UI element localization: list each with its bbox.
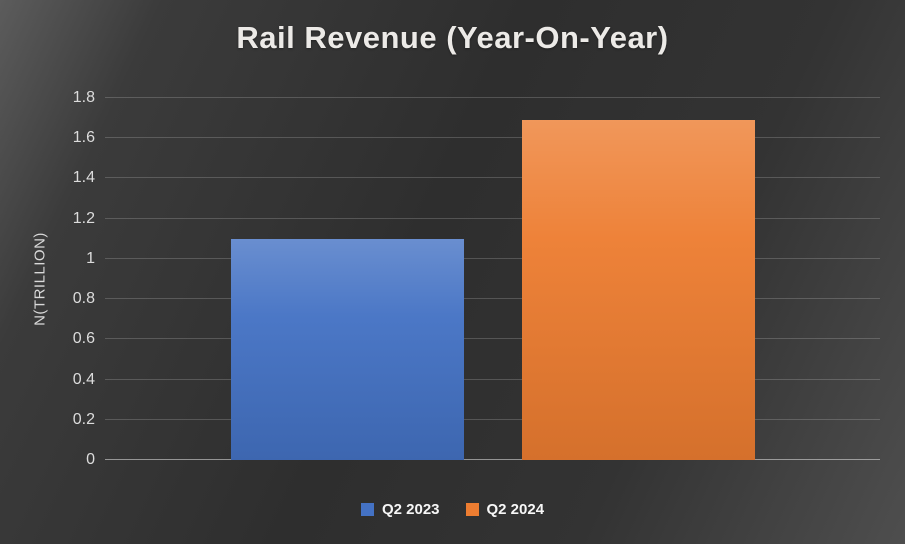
y-tick-label: 0.4 — [72, 370, 95, 388]
y-tick-label: 0.8 — [72, 290, 95, 308]
bar-q2-2024 — [521, 120, 755, 460]
y-tick-label: 1.8 — [72, 89, 95, 106]
y-tick-label: 1.4 — [72, 169, 95, 187]
gridline — [105, 418, 880, 420]
y-tick-label: 1.2 — [72, 209, 95, 227]
y-tick-label: 1.6 — [72, 129, 95, 147]
legend-item-q2-2023: Q2 2023 — [360, 501, 440, 518]
bars-layer — [105, 98, 880, 461]
bar-q2-2023 — [230, 238, 464, 461]
legend-swatch-q2-2024 — [465, 503, 479, 516]
legend-item-q2-2024: Q2 2024 — [465, 501, 545, 518]
gridline — [105, 97, 880, 98]
plot-area — [105, 97, 880, 461]
gridline — [105, 177, 880, 179]
y-tick-label: 0.6 — [72, 330, 95, 348]
y-axis-tick-labels: 0 0.2 0.4 0.6 0.8 1 1.2 1.4 1.6 1.8 — [0, 89, 95, 468]
gridline — [105, 378, 880, 380]
legend-label: Q2 2023 — [381, 501, 440, 518]
y-tick-label: 0 — [86, 451, 95, 468]
gridline — [105, 257, 880, 259]
legend: Q2 2023 Q2 2024 — [0, 501, 905, 518]
x-axis-line — [105, 459, 880, 460]
legend-label: Q2 2024 — [486, 501, 545, 518]
gridline — [105, 298, 880, 300]
y-tick-label: 1 — [86, 249, 95, 267]
legend-swatch-q2-2023 — [360, 503, 374, 516]
gridline — [105, 338, 880, 340]
gridline — [105, 217, 880, 219]
y-tick-label: 0.2 — [72, 410, 95, 428]
chart-title: Rail Revenue (Year-On-Year) — [236, 20, 669, 55]
gridline — [105, 137, 880, 139]
